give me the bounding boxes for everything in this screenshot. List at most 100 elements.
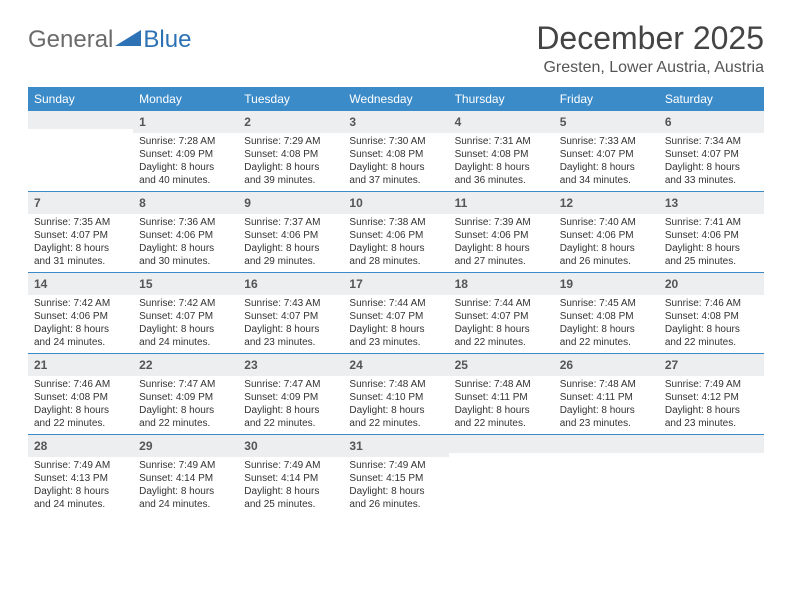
daylight-line: Daylight: 8 hours and 27 minutes. bbox=[455, 242, 548, 268]
sunrise-line: Sunrise: 7:46 AM bbox=[665, 297, 758, 310]
day-number: 18 bbox=[455, 277, 468, 291]
day-number: 31 bbox=[349, 439, 362, 453]
sunrise-line: Sunrise: 7:34 AM bbox=[665, 135, 758, 148]
sunset-line: Sunset: 4:14 PM bbox=[244, 472, 337, 485]
daylight-line: Daylight: 8 hours and 34 minutes. bbox=[560, 161, 653, 187]
day-number-row: 5 bbox=[554, 111, 659, 133]
sunrise-line: Sunrise: 7:47 AM bbox=[139, 378, 232, 391]
daylight-line: Daylight: 8 hours and 23 minutes. bbox=[349, 323, 442, 349]
calendar-cell: 20Sunrise: 7:46 AMSunset: 4:08 PMDayligh… bbox=[659, 272, 764, 353]
calendar-cell: 31Sunrise: 7:49 AMSunset: 4:15 PMDayligh… bbox=[343, 434, 448, 515]
cell-body: Sunrise: 7:37 AMSunset: 4:06 PMDaylight:… bbox=[238, 214, 343, 268]
day-number: 15 bbox=[139, 277, 152, 291]
calendar-cell: 18 Sunrise: 7:44 AMSunset: 4:07 PMDayligh… bbox=[449, 272, 554, 353]
day-header: Sunday bbox=[28, 87, 133, 111]
day-number-row bbox=[28, 111, 133, 129]
sunrise-line: Sunrise: 7:47 AM bbox=[244, 378, 337, 391]
cell-body: Sunrise: 7:43 AMSunset: 4:07 PMDaylight:… bbox=[238, 295, 343, 349]
daylight-line: Daylight: 8 hours and 24 minutes. bbox=[34, 485, 127, 511]
calendar-cell: 19Sunrise: 7:45 AMSunset: 4:08 PMDayligh… bbox=[554, 272, 659, 353]
day-number: 11 bbox=[455, 196, 468, 210]
day-header: Tuesday bbox=[238, 87, 343, 111]
day-number-row: 12 bbox=[554, 192, 659, 214]
sunset-line: Sunset: 4:09 PM bbox=[139, 148, 232, 161]
day-number-row: 3 bbox=[343, 111, 448, 133]
day-number: 1 bbox=[139, 115, 146, 129]
cell-body: Sunrise: 7:49 AMSunset: 4:13 PMDaylight:… bbox=[28, 457, 133, 511]
calendar-cell: 22Sunrise: 7:47 AMSunset: 4:09 PMDayligh… bbox=[133, 353, 238, 434]
daylight-line: Daylight: 8 hours and 22 minutes. bbox=[244, 404, 337, 430]
day-number: 21 bbox=[34, 358, 47, 372]
sunrise-line: Sunrise: 7:42 AM bbox=[139, 297, 232, 310]
cell-body: Sunrise: 7:47 AMSunset: 4:09 PMDaylight:… bbox=[133, 376, 238, 430]
sunrise-line: Sunrise: 7:33 AM bbox=[560, 135, 653, 148]
daylight-line: Daylight: 8 hours and 23 minutes. bbox=[665, 404, 758, 430]
sunrise-line: Sunrise: 7:42 AM bbox=[34, 297, 127, 310]
sunrise-line: Sunrise: 7:31 AM bbox=[455, 135, 548, 148]
daylight-line: Daylight: 8 hours and 22 minutes. bbox=[455, 404, 548, 430]
daylight-line: Daylight: 8 hours and 26 minutes. bbox=[560, 242, 653, 268]
day-number-row: 28 bbox=[28, 435, 133, 457]
day-number-row: 20 bbox=[659, 273, 764, 295]
daylight-line: Daylight: 8 hours and 29 minutes. bbox=[244, 242, 337, 268]
cell-body: Sunrise: 7:44 AMSunset: 4:07 PMDaylight:… bbox=[449, 295, 554, 349]
day-number-row: 15 bbox=[133, 273, 238, 295]
sunset-line: Sunset: 4:07 PM bbox=[244, 310, 337, 323]
sunset-line: Sunset: 4:07 PM bbox=[349, 310, 442, 323]
cell-body: Sunrise: 7:38 AMSunset: 4:06 PMDaylight:… bbox=[343, 214, 448, 268]
sunset-line: Sunset: 4:06 PM bbox=[560, 229, 653, 242]
cell-body: Sunrise: 7:48 AMSunset: 4:10 PMDaylight:… bbox=[343, 376, 448, 430]
day-number-row: 6 bbox=[659, 111, 764, 133]
daylight-line: Daylight: 8 hours and 22 minutes. bbox=[560, 323, 653, 349]
day-number-row: 27 bbox=[659, 354, 764, 376]
cell-body bbox=[28, 129, 133, 131]
day-number-row bbox=[449, 435, 554, 453]
sunset-line: Sunset: 4:11 PM bbox=[455, 391, 548, 404]
daylight-line: Daylight: 8 hours and 30 minutes. bbox=[139, 242, 232, 268]
logo: General Blue bbox=[28, 26, 191, 54]
calendar-cell: 17Sunrise: 7:44 AMSunset: 4:07 PMDayligh… bbox=[343, 272, 448, 353]
daylight-line: Daylight: 8 hours and 22 minutes. bbox=[139, 404, 232, 430]
sunrise-line: Sunrise: 7:48 AM bbox=[560, 378, 653, 391]
day-header: Friday bbox=[554, 87, 659, 111]
calendar-cell: 23Sunrise: 7:47 AMSunset: 4:09 PMDayligh… bbox=[238, 353, 343, 434]
sunrise-line: Sunrise: 7:48 AM bbox=[455, 378, 548, 391]
cell-body: Sunrise: 7:31 AMSunset: 4:08 PMDaylight:… bbox=[449, 133, 554, 187]
sunrise-line: Sunrise: 7:41 AM bbox=[665, 216, 758, 229]
sunrise-line: Sunrise: 7:46 AM bbox=[34, 378, 127, 391]
sunrise-line: Sunrise: 7:44 AM bbox=[349, 297, 442, 310]
day-number-row: 19 bbox=[554, 273, 659, 295]
calendar-cell: 8Sunrise: 7:36 AMSunset: 4:06 PMDaylight… bbox=[133, 191, 238, 272]
calendar-cell: 14Sunrise: 7:42 AMSunset: 4:06 PMDayligh… bbox=[28, 272, 133, 353]
day-number: 6 bbox=[665, 115, 672, 129]
calendar-cell: 2Sunrise: 7:29 AMSunset: 4:08 PMDaylight… bbox=[238, 111, 343, 191]
day-number: 7 bbox=[34, 196, 41, 210]
cell-body: Sunrise: 7:34 AMSunset: 4:07 PMDaylight:… bbox=[659, 133, 764, 187]
daylight-line: Daylight: 8 hours and 31 minutes. bbox=[34, 242, 127, 268]
calendar-cell: 16Sunrise: 7:43 AMSunset: 4:07 PMDayligh… bbox=[238, 272, 343, 353]
day-number: 20 bbox=[665, 277, 678, 291]
calendar-week: 7Sunrise: 7:35 AMSunset: 4:07 PMDaylight… bbox=[28, 191, 764, 272]
day-number-row: 18 bbox=[449, 273, 554, 295]
daylight-line: Daylight: 8 hours and 25 minutes. bbox=[665, 242, 758, 268]
sunset-line: Sunset: 4:06 PM bbox=[665, 229, 758, 242]
calendar-cell: 3Sunrise: 7:30 AMSunset: 4:08 PMDaylight… bbox=[343, 111, 448, 191]
cell-body: Sunrise: 7:29 AMSunset: 4:08 PMDaylight:… bbox=[238, 133, 343, 187]
day-header: Saturday bbox=[659, 87, 764, 111]
daylight-line: Daylight: 8 hours and 22 minutes. bbox=[34, 404, 127, 430]
day-number-row: 1 bbox=[133, 111, 238, 133]
daylight-line: Daylight: 8 hours and 24 minutes. bbox=[139, 485, 232, 511]
day-number-row: 31 bbox=[343, 435, 448, 457]
day-number: 29 bbox=[139, 439, 152, 453]
day-number-row: 24 bbox=[343, 354, 448, 376]
calendar-cell: 5Sunrise: 7:33 AMSunset: 4:07 PMDaylight… bbox=[554, 111, 659, 191]
sunset-line: Sunset: 4:08 PM bbox=[349, 148, 442, 161]
header: General Blue December 2025 Gresten, Lowe… bbox=[28, 20, 764, 77]
logo-text-blue: Blue bbox=[143, 26, 191, 54]
day-number: 23 bbox=[244, 358, 257, 372]
day-number: 5 bbox=[560, 115, 567, 129]
day-number: 9 bbox=[244, 196, 251, 210]
sunrise-line: Sunrise: 7:43 AM bbox=[244, 297, 337, 310]
day-number-row: 7 bbox=[28, 192, 133, 214]
sunrise-line: Sunrise: 7:29 AM bbox=[244, 135, 337, 148]
